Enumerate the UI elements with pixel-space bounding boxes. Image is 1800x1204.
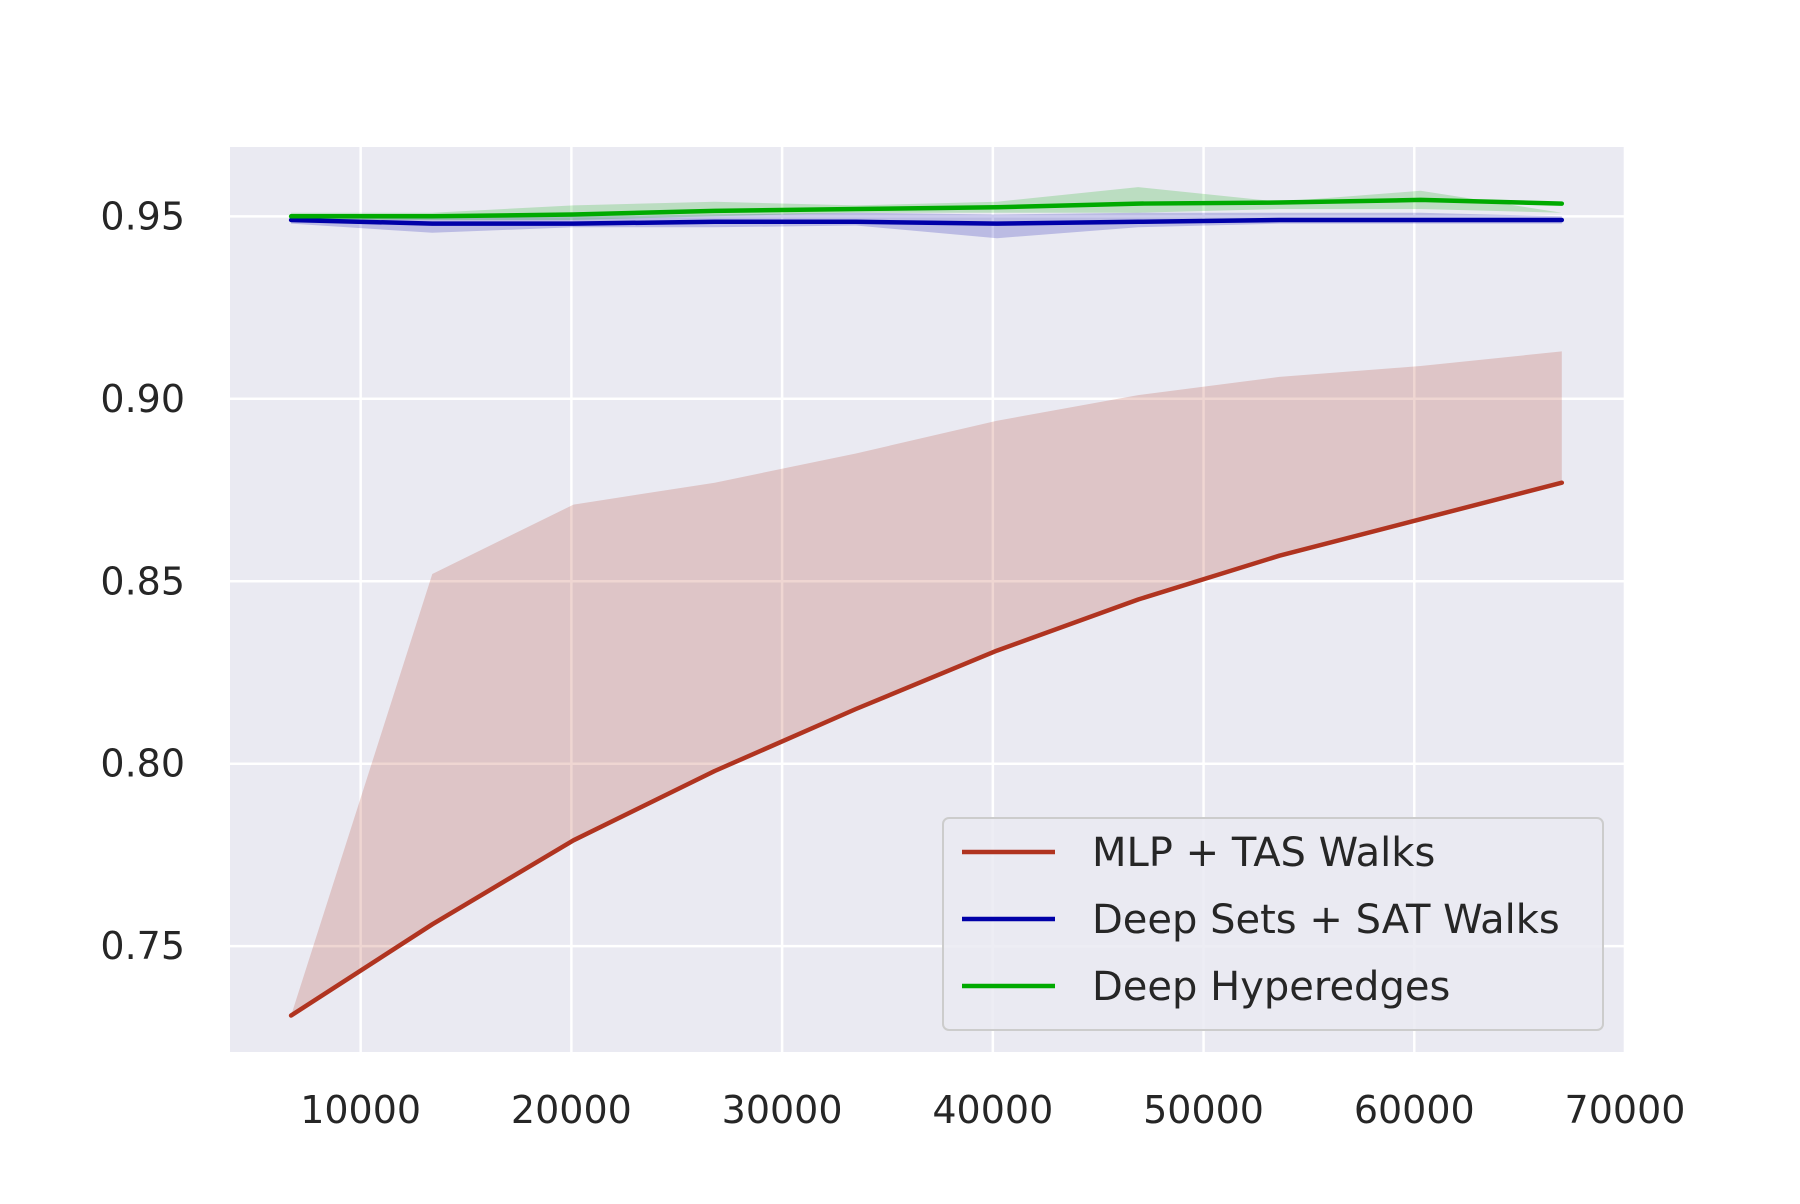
x-axis-tick-labels: 10000 20000 30000 40000 50000 60000 70000 (300, 1088, 1685, 1132)
x-tick-label: 20000 (511, 1088, 632, 1132)
grid-lines (230, 147, 1627, 1052)
y-axis-tick-labels: 0.75 0.80 0.85 0.90 0.95 (100, 194, 185, 968)
y-tick-label: 0.90 (100, 377, 185, 421)
y-tick-label: 0.95 (100, 194, 185, 238)
series-lines (288, 197, 1565, 1018)
y-tick-label: 0.80 (100, 742, 185, 786)
legend-label: Deep Sets + SAT Walks (1092, 897, 1560, 943)
x-tick-label: 40000 (932, 1088, 1053, 1132)
series-line-deep-sets-sat-walks (288, 217, 1565, 226)
x-tick-label: 70000 (1565, 1088, 1686, 1132)
legend-box (942, 817, 1604, 1031)
x-tick-label: 30000 (722, 1088, 843, 1132)
x-tick-label: 50000 (1143, 1088, 1264, 1132)
legend: MLP + TAS Walks Deep Sets + SAT Walks Deep… (942, 817, 1604, 1031)
series-line-deep-hyperedges (288, 197, 1565, 219)
legend-label: MLP + TAS Walks (1092, 830, 1435, 876)
y-tick-label: 0.85 (100, 559, 185, 603)
band-mlp-tas-walks (291, 351, 1562, 1016)
x-tick-label: 60000 (1354, 1088, 1475, 1132)
x-tick-label: 10000 (300, 1088, 421, 1132)
legend-label: Deep Hyperedges (1092, 964, 1450, 1010)
series-line-mlp-tas-walks (288, 480, 1565, 1018)
y-tick-label: 0.75 (100, 924, 185, 968)
